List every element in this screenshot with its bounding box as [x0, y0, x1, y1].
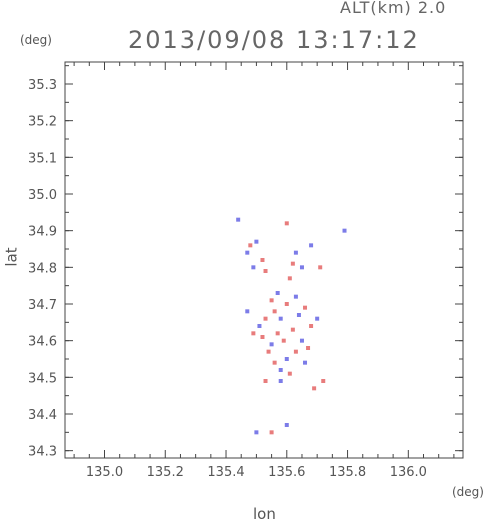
x-tick-label: 135.8	[329, 465, 366, 480]
data-point	[306, 346, 311, 350]
data-point	[251, 265, 256, 270]
data-point	[269, 430, 274, 435]
data-point	[275, 291, 280, 295]
y-tick-label: 34.9	[28, 225, 57, 240]
data-point	[318, 265, 323, 270]
x-tick-label: 136.0	[390, 465, 427, 480]
data-point	[296, 313, 301, 317]
data-point	[266, 349, 271, 354]
y-tick-label: 35.2	[28, 115, 57, 130]
data-point	[278, 316, 283, 321]
data-point	[269, 342, 274, 347]
data-point	[278, 379, 283, 383]
data-point	[254, 239, 259, 244]
data-point	[269, 298, 274, 303]
data-point	[263, 269, 268, 273]
y-tick-label: 34.6	[28, 335, 57, 350]
data-point	[272, 309, 277, 314]
data-point	[275, 331, 280, 336]
x-axis-unit: (deg)	[452, 485, 484, 499]
y-tick-label: 35.3	[28, 78, 57, 93]
data-point	[287, 371, 292, 376]
altitude-label: ALT(km) 2.0	[340, 0, 447, 17]
data-point	[251, 331, 256, 336]
data-point	[287, 276, 292, 281]
y-tick-label: 35.0	[28, 188, 57, 203]
data-point	[284, 221, 289, 226]
data-marks	[236, 217, 347, 435]
data-point	[236, 217, 241, 222]
data-point	[278, 368, 283, 372]
data-point	[272, 360, 277, 365]
data-point	[284, 302, 289, 306]
chart-title: 2013/09/08 13:17:12	[128, 26, 420, 54]
data-point	[245, 309, 250, 314]
data-point	[293, 349, 298, 354]
x-tick-label: 135.6	[268, 465, 305, 480]
data-point	[303, 360, 308, 365]
x-axis-label: lon	[253, 505, 276, 523]
y-tick-label: 34.8	[28, 261, 57, 276]
data-point	[299, 265, 304, 270]
data-point	[321, 379, 326, 383]
y-tick-label: 34.5	[28, 371, 57, 386]
data-point	[245, 250, 250, 255]
plot-frame	[64, 61, 464, 459]
x-tick-label: 135.0	[86, 465, 123, 480]
data-point	[293, 250, 298, 255]
data-point	[312, 386, 317, 391]
data-point	[263, 316, 268, 321]
data-point	[260, 335, 265, 339]
x-tick-label: 135.4	[207, 465, 244, 480]
data-point	[303, 305, 308, 310]
y-tick-label: 34.4	[28, 408, 57, 423]
x-tick-label: 135.2	[147, 465, 184, 480]
data-point	[290, 327, 295, 332]
data-point	[257, 324, 262, 328]
data-point	[293, 294, 298, 299]
y-tick-label: 35.1	[28, 151, 57, 166]
y-axis-unit: (deg)	[20, 33, 52, 47]
y-tick-label: 34.3	[28, 445, 57, 460]
data-point	[309, 324, 314, 328]
data-point	[260, 258, 265, 262]
axis-ticks: 135.0 135.2 135.4 135.6 135.8 136.0 34.3 34.4 34…	[28, 62, 463, 480]
data-point	[281, 338, 286, 343]
data-point	[315, 316, 320, 321]
data-point	[309, 243, 314, 248]
data-point	[254, 430, 259, 435]
y-tick-label: 34.7	[28, 298, 57, 313]
data-point	[248, 243, 253, 248]
data-point	[342, 228, 347, 233]
data-point	[290, 261, 295, 266]
data-point	[284, 357, 289, 361]
data-point	[284, 423, 289, 427]
data-point	[263, 379, 268, 383]
data-point	[299, 338, 304, 343]
